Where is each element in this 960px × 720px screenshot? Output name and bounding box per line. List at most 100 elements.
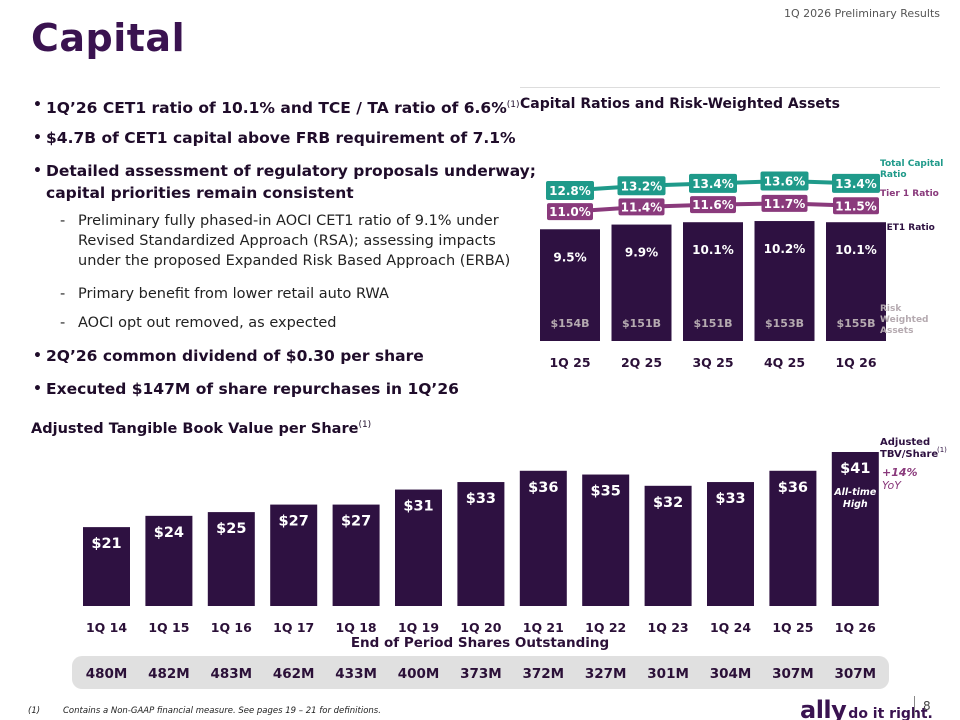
tbv-bar bbox=[707, 482, 754, 606]
tbv-x-tick: 1Q 24 bbox=[710, 620, 751, 635]
rwa-label: $151B bbox=[622, 317, 661, 330]
yoy-change: +14% bbox=[882, 466, 918, 479]
tbv-chart-title: Adjusted Tangible Book Value per Share(1… bbox=[31, 420, 372, 437]
total-capital-marker bbox=[617, 176, 666, 196]
total-capital-label: 12.8% bbox=[549, 184, 591, 198]
tbv-x-tick: 1Q 16 bbox=[211, 620, 252, 635]
page-title: Capital bbox=[31, 16, 186, 60]
total-capital-label: 13.6% bbox=[764, 175, 806, 189]
shares-outstanding-value: 307M bbox=[834, 666, 876, 682]
shares-outstanding-band bbox=[72, 656, 889, 689]
tbv-value-label: $27 bbox=[279, 514, 309, 530]
tbv-legend: Adjusted bbox=[880, 437, 930, 448]
total-capital-marker bbox=[760, 171, 809, 191]
tbv-bar bbox=[395, 489, 442, 606]
legend-total-capital: Total Capital bbox=[880, 159, 943, 169]
legend-rwa: Assets bbox=[880, 326, 913, 336]
legend-cet1: CET1 Ratio bbox=[880, 223, 935, 233]
legend-rwa: Weighted bbox=[880, 315, 929, 325]
sub-bullet-aoci-opt-out: - AOCI opt out removed, as expected bbox=[60, 315, 337, 331]
yoy-label: YoY bbox=[882, 479, 902, 492]
tbv-bar bbox=[145, 515, 193, 606]
tbv-value-label: $41 bbox=[840, 461, 870, 477]
tier1-label: 11.7% bbox=[764, 197, 806, 211]
tier1-marker bbox=[547, 203, 593, 221]
tbv-bar bbox=[582, 474, 630, 606]
tbv-bar bbox=[332, 504, 380, 606]
shares-outstanding-value: 480M bbox=[86, 666, 128, 682]
header-label: 1Q 2026 Preliminary Results bbox=[784, 7, 940, 20]
sub-bullet-retail-auto: - Primary benefit from lower retail auto … bbox=[60, 286, 389, 302]
shares-outstanding-value: 373M bbox=[460, 666, 502, 682]
tbv-value-label: $35 bbox=[591, 484, 621, 500]
bullet-cet1-capital: • $4.7B of CET1 capital above FRB require… bbox=[33, 129, 516, 147]
tier1-label: 11.0% bbox=[549, 205, 591, 219]
tier1-label: 11.5% bbox=[835, 199, 877, 213]
capital-x-tick: 1Q 26 bbox=[835, 355, 876, 370]
page-number: 8 bbox=[923, 699, 931, 713]
tbv-bar bbox=[270, 504, 318, 606]
tbv-value-label: $31 bbox=[403, 499, 433, 515]
chart-title-rule bbox=[520, 87, 940, 88]
tbv-value-label: $36 bbox=[528, 480, 558, 496]
tbv-x-tick: 1Q 15 bbox=[148, 620, 189, 635]
tbv-x-tick: 1Q 14 bbox=[86, 620, 127, 635]
capital-x-tick: 4Q 25 bbox=[764, 355, 805, 370]
tbv-x-tick: 1Q 23 bbox=[648, 620, 689, 635]
shares-outstanding-value: 462M bbox=[273, 666, 315, 682]
tbv-bar bbox=[519, 470, 567, 606]
bullet-dividend: • 2Q’26 common dividend of $0.30 per shar… bbox=[33, 347, 424, 365]
tbv-bar bbox=[83, 527, 130, 606]
tbv-value-label: $33 bbox=[466, 491, 496, 507]
tier1-label: 11.4% bbox=[621, 200, 663, 214]
total-capital-marker bbox=[689, 173, 737, 193]
tbv-x-tick: 1Q 19 bbox=[398, 620, 439, 635]
tbv-value-label: $32 bbox=[653, 495, 683, 511]
rwa-label: $155B bbox=[837, 317, 876, 330]
capital-chart-title: Capital Ratios and Risk-Weighted Assets bbox=[520, 96, 840, 112]
shares-outstanding-value: 301M bbox=[647, 666, 689, 682]
tier1-label: 11.6% bbox=[692, 198, 734, 212]
tbv-x-tick: 1Q 26 bbox=[835, 620, 876, 635]
tbv-bar bbox=[644, 485, 692, 606]
tbv-value-label: $36 bbox=[778, 480, 808, 496]
tier1-marker bbox=[761, 194, 808, 212]
total-capital-marker bbox=[546, 180, 594, 200]
cet1-label: 9.9% bbox=[625, 246, 658, 260]
total-capital-label: 13.2% bbox=[621, 179, 663, 193]
shares-outstanding-value: 307M bbox=[772, 666, 814, 682]
all-time-high-annotation: All-time bbox=[833, 487, 877, 498]
legend-total-capital: Ratio bbox=[880, 170, 907, 180]
tbv-x-tick: 1Q 21 bbox=[523, 620, 564, 635]
tbv-value-label: $25 bbox=[216, 521, 246, 537]
total-capital-label: 13.4% bbox=[692, 177, 734, 191]
tbv-x-tick: 1Q 17 bbox=[273, 620, 314, 635]
cet1-bar bbox=[683, 222, 743, 341]
tbv-bar bbox=[457, 482, 505, 606]
all-time-high-annotation: High bbox=[843, 499, 868, 510]
rwa-label: $151B bbox=[694, 317, 733, 330]
cet1-label: 10.2% bbox=[764, 242, 806, 256]
tbv-value-label: $24 bbox=[154, 525, 184, 541]
tbv-bar bbox=[831, 452, 879, 606]
shares-outstanding-title: End of Period Shares Outstanding bbox=[350, 635, 610, 651]
cet1-bar bbox=[754, 221, 815, 341]
shares-outstanding-value: 372M bbox=[522, 666, 564, 682]
tbv-value-label: $33 bbox=[715, 491, 745, 507]
shares-outstanding-value: 483M bbox=[210, 666, 252, 682]
tier1-marker bbox=[690, 196, 736, 214]
total-capital-marker bbox=[832, 173, 880, 193]
cet1-bar bbox=[540, 229, 600, 341]
tbv-x-tick: 1Q 25 bbox=[772, 620, 813, 635]
rwa-label: $154B bbox=[551, 317, 590, 330]
shares-outstanding-value: 482M bbox=[148, 666, 190, 682]
cet1-bar bbox=[826, 222, 886, 341]
tbv-x-tick: 1Q 20 bbox=[460, 620, 501, 635]
shares-outstanding-value: 327M bbox=[585, 666, 627, 682]
ally-logo: ally do it right. bbox=[800, 696, 933, 720]
tbv-legend: TBV/Share bbox=[880, 449, 938, 460]
rwa-label: $153B bbox=[765, 317, 804, 330]
sub-bullet-aoci-ratio: - Preliminary fully phased-in AOCI CET1 r… bbox=[60, 213, 511, 269]
cet1-bar bbox=[611, 224, 672, 341]
